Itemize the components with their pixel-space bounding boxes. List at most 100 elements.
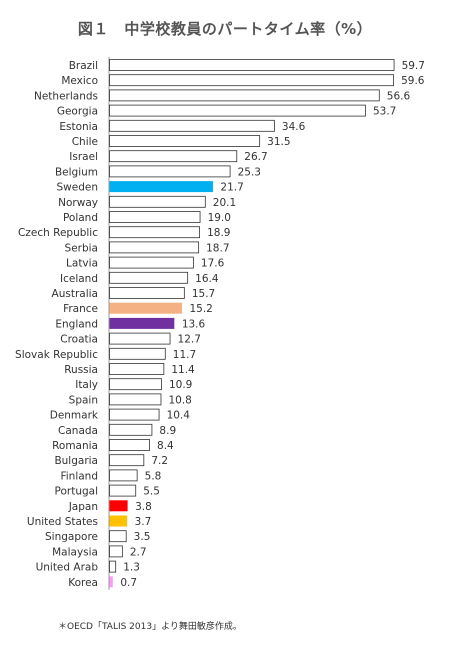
bar-russia: [109, 363, 165, 375]
category-label-norway: Norway: [58, 197, 98, 209]
value-label-bulgaria: 7.2: [151, 455, 168, 467]
value-label-canada: 8.9: [159, 425, 176, 437]
bar-serbia: [109, 241, 200, 254]
category-label-brazil: Brazil: [69, 60, 98, 72]
bar-bulgaria: [109, 454, 145, 467]
value-label-estonia: 34.6: [282, 121, 306, 133]
source-note: ＊OECD「TALIS 2013」より舞田敏彦作成。: [58, 622, 242, 632]
category-label-spain: Spain: [69, 394, 98, 406]
value-label-norway: 20.1: [213, 197, 236, 209]
value-label-brazil: 59.7: [402, 60, 425, 72]
category-label-belgium: Belgium: [55, 166, 98, 178]
bar-japan: [109, 500, 128, 512]
category-label-australia: Australia: [52, 288, 98, 300]
value-label-belgium: 25.3: [238, 166, 261, 178]
category-label-denmark: Denmark: [50, 410, 99, 422]
category-label-czech-republic: Czech Republic: [18, 227, 98, 239]
bar-israel: [109, 150, 238, 163]
value-label-serbia: 18.7: [206, 242, 229, 254]
bar-france: [109, 302, 182, 314]
category-label-croatia: Croatia: [60, 334, 98, 346]
bar-england: [109, 317, 175, 329]
bar-italy: [109, 378, 162, 391]
chart-title: 図１ 中学校教員のパートタイム率（%）: [77, 20, 373, 38]
bar-latvia: [109, 256, 194, 269]
category-label-portugal: Portugal: [55, 486, 99, 498]
value-label-singapore: 3.5: [134, 531, 151, 543]
value-label-israel: 26.7: [244, 151, 267, 163]
category-label-georgia: Georgia: [57, 106, 98, 118]
value-label-russia: 11.4: [171, 364, 195, 376]
value-label-france: 15.2: [189, 303, 212, 315]
value-label-portugal: 5.5: [143, 486, 160, 498]
value-label-mexico: 59.6: [401, 75, 425, 87]
value-label-georgia: 53.7: [373, 106, 396, 118]
bar-netherlands: [109, 89, 380, 102]
bar-georgia: [109, 104, 366, 117]
category-label-united-arab: United Arab: [36, 562, 99, 574]
value-label-romania: 8.4: [157, 440, 174, 452]
value-label-czech-republic: 18.9: [207, 227, 230, 239]
bar-norway: [109, 195, 206, 208]
bar-portugal: [109, 484, 137, 497]
category-label-russia: Russia: [64, 364, 98, 376]
category-label-korea: Korea: [68, 577, 98, 589]
value-label-japan: 3.8: [135, 501, 152, 513]
category-label-france: France: [63, 303, 98, 315]
value-label-iceland: 16.4: [195, 273, 219, 285]
bar-sweden: [109, 181, 213, 193]
value-label-denmark: 10.4: [167, 410, 191, 422]
bar-czech-republic: [109, 226, 200, 239]
bar-singapore: [109, 530, 127, 543]
value-label-poland: 19.0: [208, 212, 231, 224]
category-label-england: England: [55, 318, 98, 330]
category-label-estonia: Estonia: [59, 121, 98, 133]
bar-chile: [109, 135, 261, 147]
category-label-mexico: Mexico: [61, 75, 98, 87]
category-label-finland: Finland: [60, 470, 98, 482]
bar-romania: [109, 439, 150, 451]
bar-croatia: [109, 332, 171, 345]
bar-poland: [109, 211, 201, 223]
bar-united-arab: [109, 560, 117, 573]
value-label-croatia: 12.7: [178, 334, 201, 346]
value-label-korea: 0.7: [120, 577, 137, 589]
value-label-netherlands: 56.6: [387, 90, 411, 102]
value-label-spain: 10.8: [168, 394, 191, 406]
category-label-romania: Romania: [52, 440, 98, 452]
bar-mexico: [109, 74, 394, 87]
category-label-sweden: Sweden: [57, 182, 99, 194]
value-label-united-arab: 1.3: [123, 562, 140, 574]
value-label-malaysia: 2.7: [130, 546, 147, 558]
category-label-united-states: United States: [27, 516, 98, 528]
category-label-serbia: Serbia: [65, 242, 98, 254]
value-label-italy: 10.9: [169, 379, 192, 391]
category-label-japan: Japan: [68, 501, 98, 513]
bar-belgium: [109, 165, 231, 178]
value-label-england: 13.6: [182, 318, 206, 330]
category-label-iceland: Iceland: [60, 273, 98, 285]
category-label-poland: Poland: [63, 212, 98, 224]
bar-finland: [109, 469, 138, 482]
category-label-chile: Chile: [72, 136, 98, 148]
category-label-italy: Italy: [75, 379, 98, 391]
bar-denmark: [109, 408, 160, 421]
value-label-slovak-republic: 11.7: [173, 349, 196, 361]
value-label-latvia: 17.6: [201, 258, 225, 270]
value-label-united-states: 3.7: [135, 516, 152, 528]
category-label-bulgaria: Bulgaria: [54, 455, 98, 467]
bar-slovak-republic: [109, 347, 166, 360]
bar-malaysia: [109, 545, 123, 558]
bar-estonia: [109, 119, 275, 132]
category-label-netherlands: Netherlands: [34, 90, 98, 102]
bar-brazil: [109, 59, 395, 71]
category-label-slovak-republic: Slovak Republic: [15, 349, 98, 361]
category-label-israel: Israel: [69, 151, 98, 163]
value-label-australia: 15.7: [192, 288, 215, 300]
bar-korea: [109, 576, 113, 588]
bar-spain: [109, 393, 162, 406]
bar-iceland: [109, 271, 189, 284]
bar-australia: [109, 287, 185, 299]
category-label-malaysia: Malaysia: [52, 546, 98, 558]
